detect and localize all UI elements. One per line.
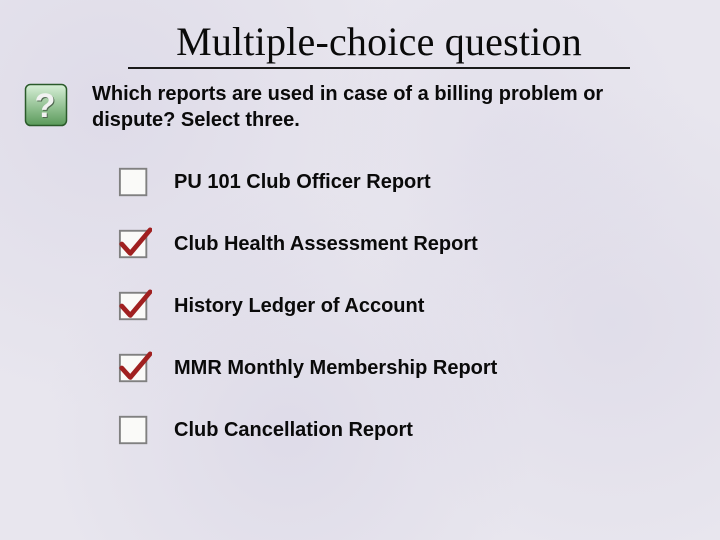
question-row: ? ? Which reports are used in case of a … xyxy=(24,81,660,133)
option-label: PU 101 Club Officer Report xyxy=(174,171,431,194)
checkbox-checked[interactable] xyxy=(118,289,152,323)
option-row: History Ledger of Account xyxy=(118,289,720,323)
option-row: Club Health Assessment Report xyxy=(118,227,720,261)
page-title: Multiple-choice question xyxy=(128,0,630,69)
options-list: PU 101 Club Officer Report Club Health A… xyxy=(118,165,720,447)
question-mark-icon: ? ? xyxy=(24,83,68,127)
question-text: Which reports are used in case of a bill… xyxy=(92,81,660,133)
checkbox-unchecked[interactable] xyxy=(118,413,152,447)
option-label: History Ledger of Account xyxy=(174,295,424,318)
option-row: PU 101 Club Officer Report xyxy=(118,165,720,199)
option-label: Club Health Assessment Report xyxy=(174,233,478,256)
checkbox-checked[interactable] xyxy=(118,227,152,261)
option-label: MMR Monthly Membership Report xyxy=(174,357,497,380)
checkbox-checked[interactable] xyxy=(118,351,152,385)
option-label: Club Cancellation Report xyxy=(174,419,413,442)
option-row: MMR Monthly Membership Report xyxy=(118,351,720,385)
option-row: Club Cancellation Report xyxy=(118,413,720,447)
checkbox-unchecked[interactable] xyxy=(118,165,152,199)
svg-text:?: ? xyxy=(35,87,56,125)
